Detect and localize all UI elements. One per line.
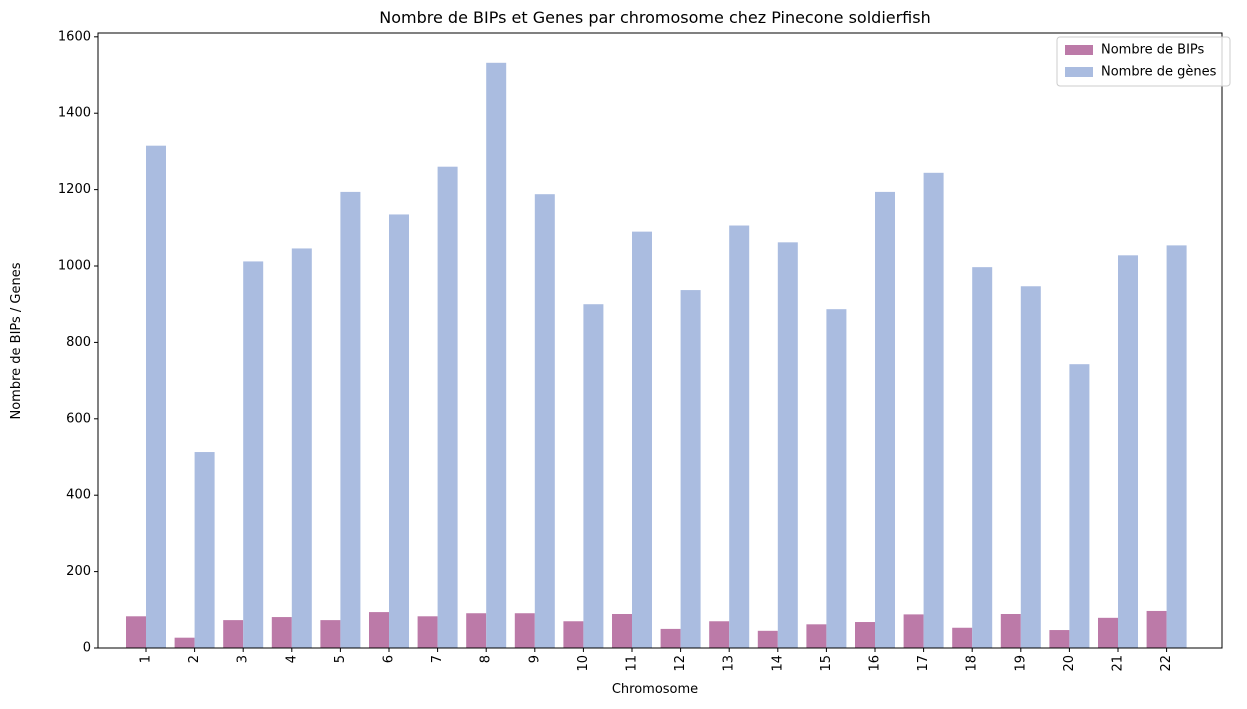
- bar-bips-chr-13: [709, 621, 730, 648]
- bar-genes-chr-7: [437, 166, 458, 648]
- x-tick-label: 15: [819, 655, 834, 672]
- y-tick-label: 1200: [58, 182, 91, 197]
- x-tick-label: 2: [187, 655, 202, 663]
- x-tick-label: 22: [1159, 655, 1174, 672]
- bar-bips-chr-6: [369, 612, 389, 648]
- bar-genes-chr-20: [1069, 364, 1090, 648]
- bar-genes-chr-18: [972, 267, 993, 648]
- bar-bips-chr-10: [563, 621, 584, 648]
- bar-bips-chr-22: [1146, 610, 1167, 648]
- x-tick-label: 3: [236, 655, 251, 663]
- bar-genes-chr-4: [291, 248, 312, 649]
- bar-bips-chr-21: [1098, 617, 1118, 648]
- x-tick-label: 21: [1111, 655, 1126, 672]
- bar-genes-chr-10: [583, 304, 604, 648]
- x-tick-label: 19: [1013, 655, 1028, 672]
- bar-genes-chr-15: [826, 309, 847, 648]
- x-tick-label: 4: [284, 655, 299, 663]
- bar-bips-chr-18: [952, 627, 973, 648]
- legend-swatch: [1065, 45, 1093, 55]
- x-tick-label: 5: [333, 655, 348, 663]
- bar-bips-chr-1: [126, 616, 146, 648]
- y-tick-label: 1600: [58, 29, 91, 44]
- bar-bips-chr-20: [1049, 630, 1070, 648]
- bar-genes-chr-14: [777, 242, 798, 648]
- x-tick-label: 1: [139, 655, 154, 663]
- bar-bips-chr-17: [903, 614, 924, 648]
- chart-title: Nombre de BIPs et Genes par chromosome c…: [379, 8, 930, 27]
- bar-genes-chr-17: [923, 172, 944, 649]
- bar-bips-chr-7: [417, 616, 438, 648]
- bar-genes-chr-21: [1118, 255, 1138, 648]
- x-tick-label: 7: [430, 655, 445, 663]
- bar-bips-chr-15: [806, 624, 827, 648]
- bar-bips-chr-12: [660, 628, 681, 648]
- y-tick-label: 1000: [58, 259, 91, 274]
- x-tick-label: 20: [1062, 655, 1077, 672]
- x-tick-label: 14: [770, 655, 785, 672]
- bar-bips-chr-19: [1000, 614, 1021, 648]
- x-tick-label: 11: [625, 655, 640, 672]
- y-axis: 0 200 400 600 800 1000 1200 1400 1600: [58, 29, 98, 656]
- bar-genes-chr-1: [146, 145, 166, 648]
- y-tick-label: 200: [66, 564, 91, 579]
- bar-genes-chr-16: [875, 191, 895, 648]
- bar-bips-chr-3: [223, 620, 244, 648]
- bar-genes-chr-19: [1020, 286, 1041, 648]
- bar-genes-chr-6: [389, 214, 409, 648]
- x-tick-label: 10: [576, 655, 591, 672]
- y-tick-label: 0: [83, 641, 91, 656]
- x-tick-label: 16: [868, 655, 883, 672]
- bar-genes-chr-3: [243, 261, 264, 648]
- plot-area: [97, 32, 1223, 649]
- legend-swatch: [1065, 67, 1093, 77]
- bar-bips-chr-16: [855, 622, 875, 648]
- bar-genes-chr-13: [729, 225, 750, 649]
- bar-bips-chr-8: [466, 613, 487, 648]
- x-tick-label: 8: [479, 655, 494, 663]
- y-axis-label: Nombre de BIPs / Genes: [9, 262, 24, 419]
- x-axis: 1 2 3 4 5 6 7 8 9 10 11 12 13 14 15 16 17 18 19 20 21 22: [139, 648, 1174, 672]
- bar-bips-chr-14: [757, 630, 778, 648]
- x-tick-label: 13: [722, 655, 737, 672]
- y-tick-label: 800: [66, 335, 91, 350]
- x-tick-label: 17: [916, 655, 931, 672]
- bar-bips-chr-2: [174, 637, 195, 648]
- y-tick-label: 600: [66, 411, 91, 426]
- bar-genes-chr-9: [534, 194, 555, 648]
- bar-bips-chr-9: [514, 613, 535, 648]
- legend: Nombre de BIPs Nombre de gènes: [1056, 36, 1231, 87]
- x-tick-label: 12: [673, 655, 688, 672]
- legend-box: [1056, 36, 1231, 87]
- bar-genes-chr-11: [632, 231, 652, 648]
- bar-bips-chr-11: [612, 614, 632, 648]
- bar-bips-chr-5: [320, 620, 341, 648]
- x-tick-label: 18: [965, 655, 980, 672]
- x-tick-label: 6: [382, 655, 397, 663]
- x-axis-label: Chromosome: [612, 682, 698, 697]
- x-tick-label: 9: [527, 655, 542, 663]
- bar-bips-chr-4: [271, 617, 292, 648]
- bar-genes-chr-2: [194, 452, 215, 648]
- bar-genes-chr-5: [340, 191, 361, 648]
- bar-genes-chr-8: [486, 62, 507, 648]
- bar-genes-chr-22: [1166, 245, 1187, 649]
- legend-label: Nombre de gènes: [1101, 65, 1217, 80]
- y-tick-label: 1400: [58, 106, 91, 121]
- y-tick-label: 400: [66, 488, 91, 503]
- legend-label: Nombre de BIPs: [1101, 43, 1205, 58]
- plot-frame: [97, 32, 1223, 649]
- bar-genes-chr-12: [680, 290, 701, 648]
